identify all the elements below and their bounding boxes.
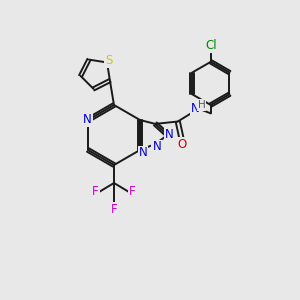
Text: F: F <box>111 202 117 216</box>
Text: H: H <box>198 100 206 110</box>
Text: F: F <box>129 185 136 198</box>
Text: F: F <box>92 185 99 198</box>
Text: N: N <box>165 128 173 142</box>
Text: Cl: Cl <box>205 39 217 52</box>
Text: O: O <box>177 138 187 151</box>
Text: N: N <box>139 146 147 160</box>
Text: N: N <box>152 140 161 154</box>
Text: N: N <box>190 102 199 115</box>
Text: S: S <box>105 55 112 68</box>
Text: N: N <box>83 113 92 126</box>
